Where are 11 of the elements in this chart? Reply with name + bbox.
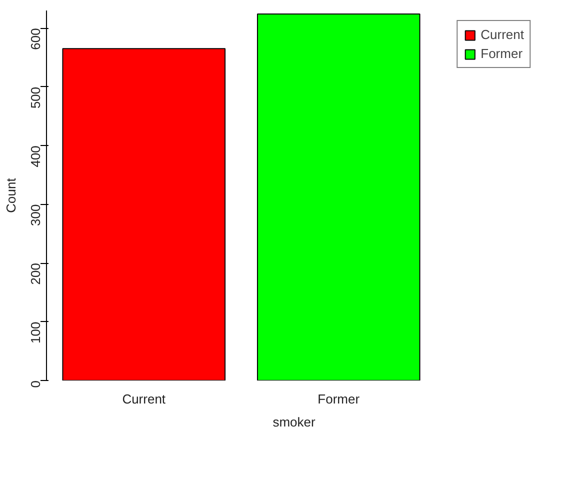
- y-axis-title: Count: [4, 178, 18, 213]
- x-axis-title: smoker: [272, 414, 316, 430]
- y-tick-label: 600: [28, 28, 43, 50]
- y-tick-label: 200: [28, 263, 43, 285]
- legend-label: Former: [480, 46, 523, 61]
- y-tick-label: 300: [28, 204, 43, 226]
- y-tick-label: 0: [28, 380, 43, 388]
- legend-label: Current: [480, 27, 524, 42]
- y-tick-label: 400: [28, 146, 43, 168]
- y-tick-label: 100: [28, 322, 43, 344]
- y-tick-label: 500: [28, 86, 43, 109]
